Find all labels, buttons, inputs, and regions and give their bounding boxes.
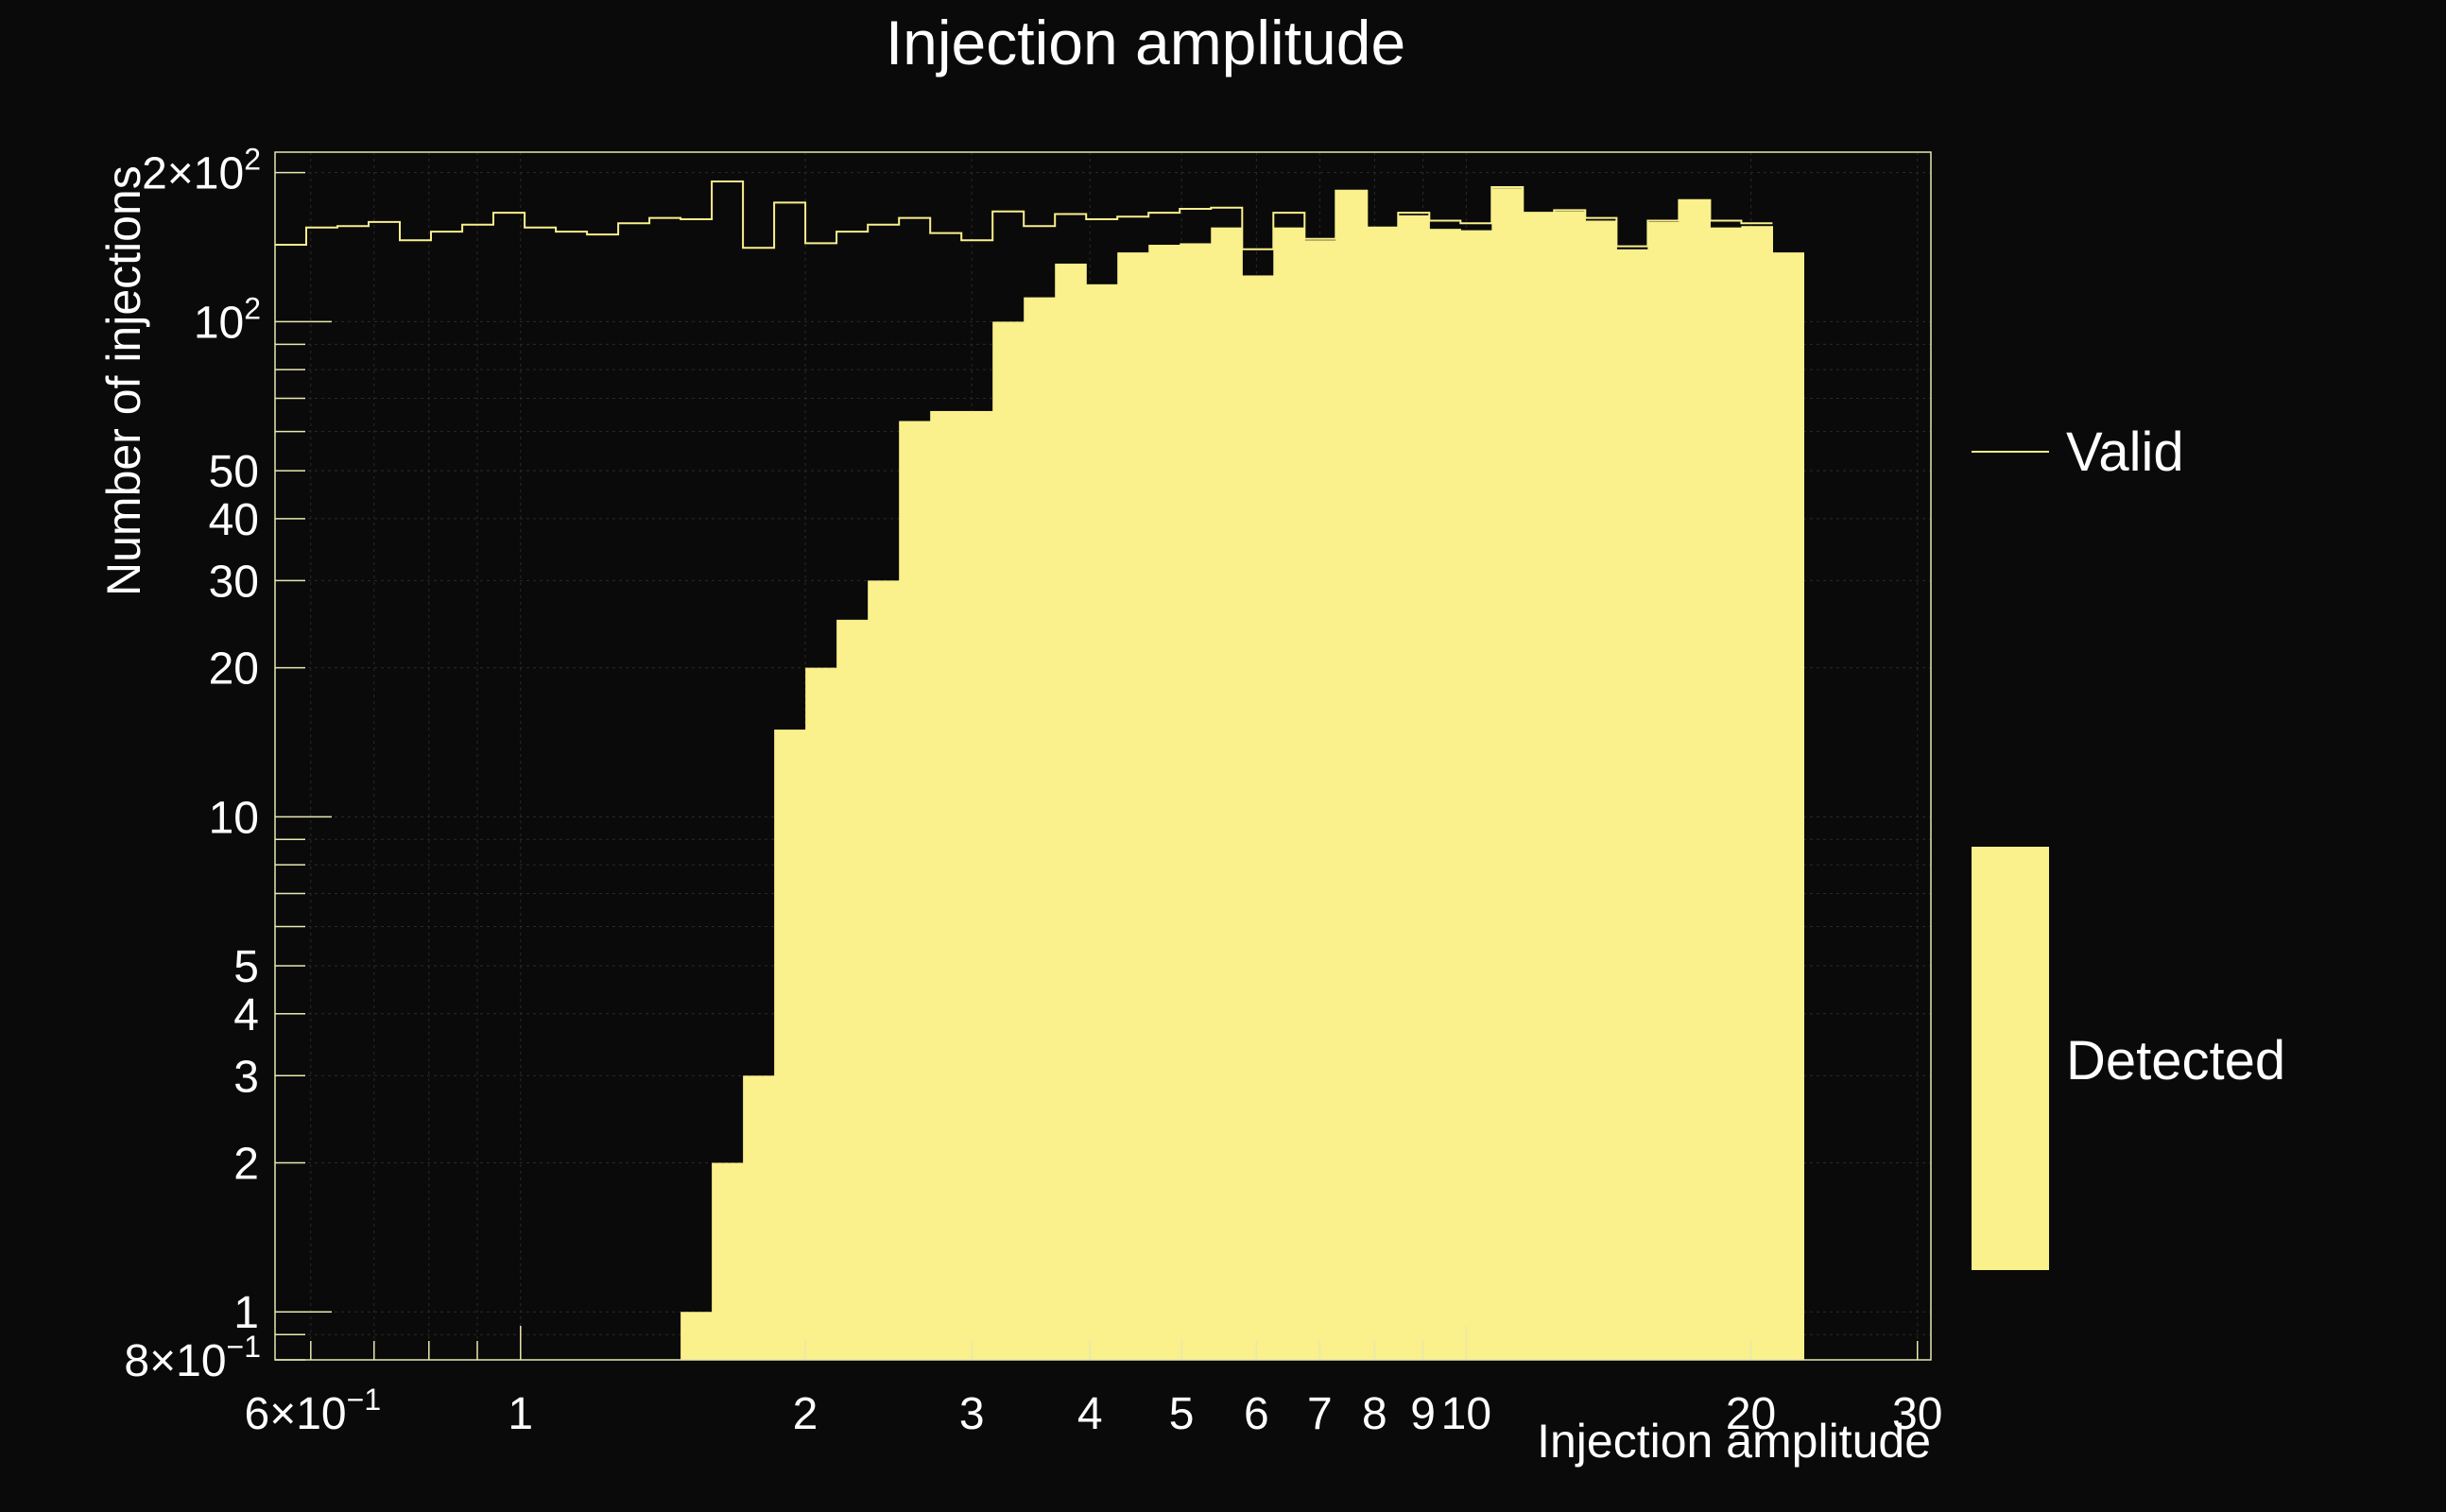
detected-bar xyxy=(836,619,869,1360)
y-tick-label: 5 xyxy=(233,942,259,992)
y-tick-label: 40 xyxy=(209,495,259,545)
x-tick-label: 6×10−1 xyxy=(245,1383,382,1439)
x-tick-label: 9 xyxy=(1410,1389,1436,1439)
detected-bar xyxy=(1460,230,1492,1360)
detected-bar xyxy=(1585,220,1617,1360)
y-tick-label: 102 xyxy=(194,291,261,348)
x-tick-label: 6 xyxy=(1244,1389,1269,1439)
legend-detected-label: Detected xyxy=(2066,1030,2285,1091)
detected-bar xyxy=(1491,188,1524,1361)
legend-detected-swatch xyxy=(1972,847,2049,1270)
detected-bar xyxy=(1304,240,1336,1361)
detected-bar xyxy=(868,580,900,1360)
detected-bar xyxy=(1335,190,1368,1361)
y-tick-label: 2×102 xyxy=(142,143,261,199)
x-tick-label: 7 xyxy=(1307,1389,1333,1439)
detected-bar xyxy=(1211,227,1243,1360)
detected-bar xyxy=(961,410,993,1361)
detected-bar xyxy=(1710,227,1742,1360)
detected-bar xyxy=(930,410,962,1361)
y-tick-label: 10 xyxy=(209,793,259,843)
detected-bar xyxy=(680,1312,713,1360)
detected-bar xyxy=(1554,211,1586,1361)
legend: Valid Detected xyxy=(1972,421,2285,1270)
plot-frame xyxy=(274,151,1932,1361)
y-tick-label: 1 xyxy=(233,1288,259,1338)
x-tick-label: 8 xyxy=(1362,1389,1387,1439)
detected-bar xyxy=(899,421,931,1360)
x-tick-label: 20 xyxy=(1726,1389,1776,1439)
y-tick-label: 50 xyxy=(209,447,259,497)
detected-bar xyxy=(1429,229,1461,1360)
detected-bar xyxy=(1772,252,1805,1361)
detected-bar xyxy=(1647,221,1679,1360)
x-tick-label: 3 xyxy=(959,1389,985,1439)
x-tick-label: 30 xyxy=(1892,1389,1942,1439)
x-tick-label: 1 xyxy=(508,1389,533,1439)
detected-bar xyxy=(1242,275,1274,1360)
x-tick-label: 4 xyxy=(1077,1389,1103,1439)
detected-bar xyxy=(1741,226,1773,1360)
detected-bar xyxy=(743,1075,775,1360)
chart-title: Injection amplitude xyxy=(886,8,1405,77)
detected-bar xyxy=(1367,227,1399,1360)
detected-bar xyxy=(805,667,837,1360)
y-axis-label: Number of injections xyxy=(97,165,150,596)
y-tick-label: 30 xyxy=(209,557,259,607)
detected-bar xyxy=(1180,243,1212,1361)
x-tick-labels: 6×10−1 1 2 3 4 5 6 7 8 9 10 20 30 xyxy=(245,1383,1943,1439)
detected-bar xyxy=(1117,252,1149,1361)
detected-bar xyxy=(1148,245,1180,1360)
y-tick-label: 3 xyxy=(233,1052,259,1102)
x-tick-label: 10 xyxy=(1441,1389,1491,1439)
axis-ticks xyxy=(275,171,1919,1361)
y-tick-label: 2 xyxy=(233,1140,259,1190)
detected-bar xyxy=(1523,213,1555,1361)
x-tick-label: 2 xyxy=(793,1389,818,1439)
detected-bar xyxy=(1398,215,1430,1360)
detected-bar xyxy=(992,321,1025,1361)
y-tick-label: 20 xyxy=(209,644,259,695)
y-tick-label: 4 xyxy=(233,990,259,1040)
detected-bar xyxy=(1679,199,1711,1361)
detected-bar xyxy=(1086,284,1118,1361)
detected-bar xyxy=(712,1162,744,1360)
detected-bar xyxy=(774,730,806,1360)
detected-bar xyxy=(1055,263,1087,1360)
detected-bar xyxy=(1273,227,1305,1360)
detected-bar xyxy=(1616,249,1648,1361)
valid-step-line xyxy=(275,180,1773,250)
detected-bar xyxy=(1024,297,1056,1360)
legend-valid-label: Valid xyxy=(2066,421,2184,483)
detected-bars xyxy=(680,188,1805,1361)
y-tick-label: 8×10−1 xyxy=(124,1330,261,1386)
x-axis-label: Injection amplitude xyxy=(1537,1415,1931,1468)
x-tick-label: 5 xyxy=(1169,1389,1195,1439)
